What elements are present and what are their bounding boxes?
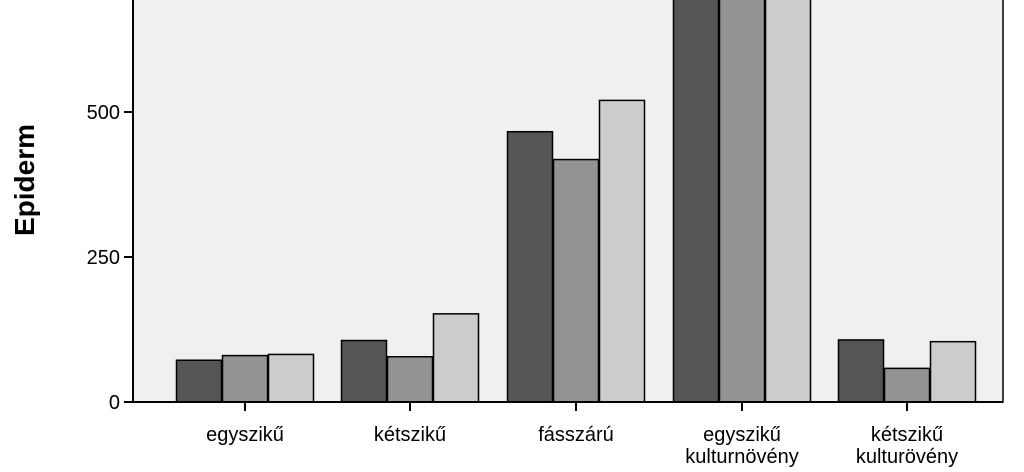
axes-group <box>124 0 1003 411</box>
bar-series1-cat2 <box>340 339 388 403</box>
y-tick-label: 250 <box>87 247 120 269</box>
x-category-label: kulturnövény <box>685 446 798 468</box>
bar-series1-cat5 <box>837 339 885 403</box>
bar-series2-cat2 <box>386 356 434 403</box>
bar-series2-cat3 <box>552 158 600 403</box>
x-category-label: egyszikű <box>206 424 284 446</box>
bar-series3-cat4 <box>764 0 812 403</box>
x-category-label: fásszárú <box>538 424 614 446</box>
bar-series2-cat5 <box>883 367 931 403</box>
bar-series3-cat1 <box>267 353 315 403</box>
bar-series3-cat5 <box>929 340 977 403</box>
y-tick-label: 0 <box>109 392 120 414</box>
x-category-label: kétszikű <box>871 424 943 446</box>
x-category-label: egyszikű <box>703 424 781 446</box>
bar-series1-cat1 <box>175 359 223 403</box>
y-axis-title: Epiderm <box>9 124 40 236</box>
x-category-label: kulturövény <box>856 446 958 468</box>
bar-series2-cat4 <box>718 0 766 403</box>
y-tick-label: 500 <box>87 102 120 124</box>
bar-series2-cat1 <box>221 354 269 403</box>
bars-group <box>175 0 977 403</box>
x-category-label: kétszikű <box>374 424 446 446</box>
bar-series1-cat4 <box>672 0 720 403</box>
bar-series1-cat3 <box>506 130 554 403</box>
bar-series3-cat3 <box>598 99 646 403</box>
bar-series3-cat2 <box>432 313 480 403</box>
